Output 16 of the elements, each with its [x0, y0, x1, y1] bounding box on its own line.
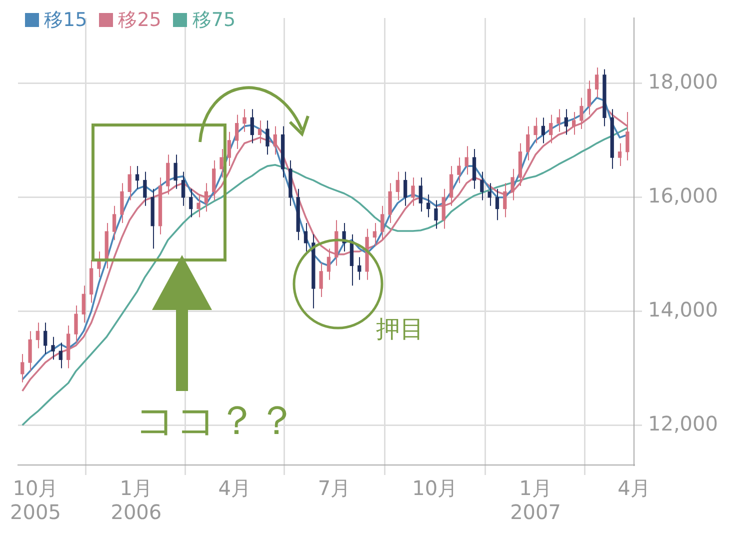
x-tick-label: 1月 2007: [510, 476, 561, 524]
y-tick-label: 18,000: [648, 70, 718, 94]
legend-label: 移75: [192, 8, 236, 33]
legend-label: 移15: [44, 8, 88, 33]
y-tick-label: 12,000: [648, 411, 718, 436]
x-tick-label: 4月: [218, 476, 252, 500]
x-tick-label: 4月: [618, 476, 650, 500]
annotation: ココ？？: [135, 397, 297, 446]
y-tick-label: 14,000: [648, 297, 718, 322]
x-tick-label: 1月 2006: [110, 476, 162, 524]
x-tick-label: 7月: [318, 476, 351, 500]
y-tick-label: 16,000: [648, 184, 718, 208]
x-tick-label: 10月 2005: [10, 476, 61, 524]
x-tick-label: 10月: [412, 476, 458, 500]
legend-label: 移25: [118, 8, 162, 33]
annotation: 押目: [376, 314, 424, 345]
